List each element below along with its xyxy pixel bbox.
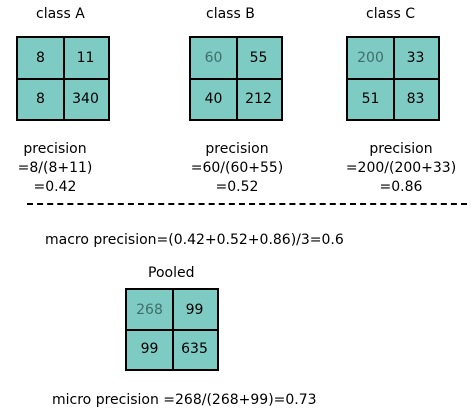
class-b-matrix: 60 55 40 212 [189,36,283,121]
class-c-tn: 83 [406,90,425,107]
class-c-formula-expr: =200/(200+33) [345,160,457,176]
class-c-tp: 200 [357,50,384,67]
class-b-tp: 60 [204,50,223,67]
class-a-matrix: 8 11 8 340 [16,36,110,121]
class-c-formula-label: precision [369,141,433,157]
class-b-formula-expr: =60/(60+55) [190,160,284,176]
class-a-fn: 8 [36,90,45,107]
class-a-formula-result: =0.42 [33,179,77,195]
class-b-formula: precision =60/(60+55) =0.52 [182,140,292,197]
class-b-fn: 40 [204,90,223,107]
class-c-fn: 51 [361,90,380,107]
class-c-title: class C [366,6,415,22]
pooled-matrix: 268 99 99 635 [125,288,219,371]
class-a-tn: 340 [72,90,99,107]
class-c-fp: 33 [406,50,425,67]
class-a-formula-label: precision [23,141,87,157]
class-c-matrix: 200 33 51 83 [346,36,440,121]
pooled-tn: 635 [181,341,208,358]
class-c-formula: precision =200/(200+33) =0.86 [338,140,464,197]
macro-precision: macro precision=(0.42+0.52+0.86)/3=0.6 [45,232,344,248]
pooled-fn: 99 [140,341,159,358]
class-b-title: class B [206,6,255,22]
class-a-title: class A [36,6,85,22]
pooled-tp: 268 [136,301,163,318]
class-a-formula: precision =8/(8+11) =0.42 [10,140,100,197]
class-b-tn: 212 [245,90,272,107]
class-b-formula-label: precision [205,141,269,157]
class-a-fp: 11 [76,50,95,67]
class-a-tp: 8 [36,50,45,67]
dashed-divider [27,203,467,205]
pooled-title: Pooled [148,265,195,281]
pooled-fp: 99 [185,301,204,318]
class-a-formula-expr: =8/(8+11) [17,160,93,176]
class-c-formula-result: =0.86 [379,179,423,195]
class-b-formula-result: =0.52 [215,179,259,195]
class-b-fp: 55 [249,50,268,67]
micro-precision: micro precision =268/(268+99)=0.73 [52,392,317,408]
